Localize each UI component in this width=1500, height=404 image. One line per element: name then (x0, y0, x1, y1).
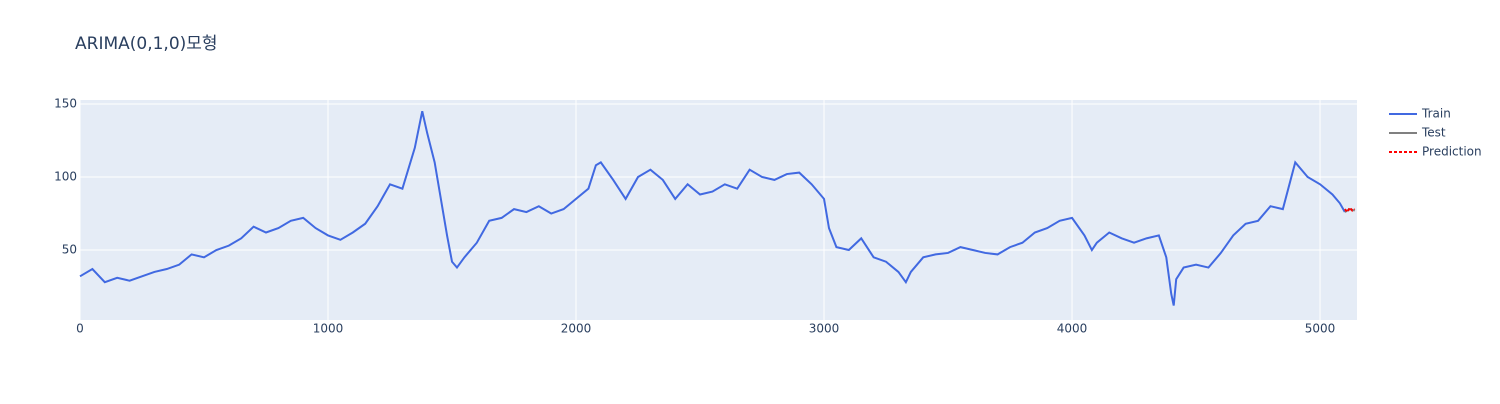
plot-area (80, 100, 1357, 320)
x-tick-label: 4000 (1057, 322, 1088, 336)
x-tick-label: 1000 (313, 322, 344, 336)
y-tick-label: 50 (62, 243, 77, 257)
y-tick-label: 150 (54, 96, 77, 110)
line (1344, 205, 1356, 214)
x-tick-label: 2000 (561, 322, 592, 336)
line (79, 111, 1346, 306)
legend-label: Test (1421, 126, 1446, 140)
x-tick-label: 5000 (1305, 322, 1336, 336)
y-tick-label: 100 (54, 169, 77, 183)
x-tick-label: 3000 (809, 322, 840, 336)
legend-label: Train (1421, 107, 1451, 121)
chart-title: ARIMA(0,1,0)모형 (75, 34, 218, 54)
x-tick-label: 0 (76, 322, 84, 336)
legend-label: Prediction (1422, 145, 1482, 159)
